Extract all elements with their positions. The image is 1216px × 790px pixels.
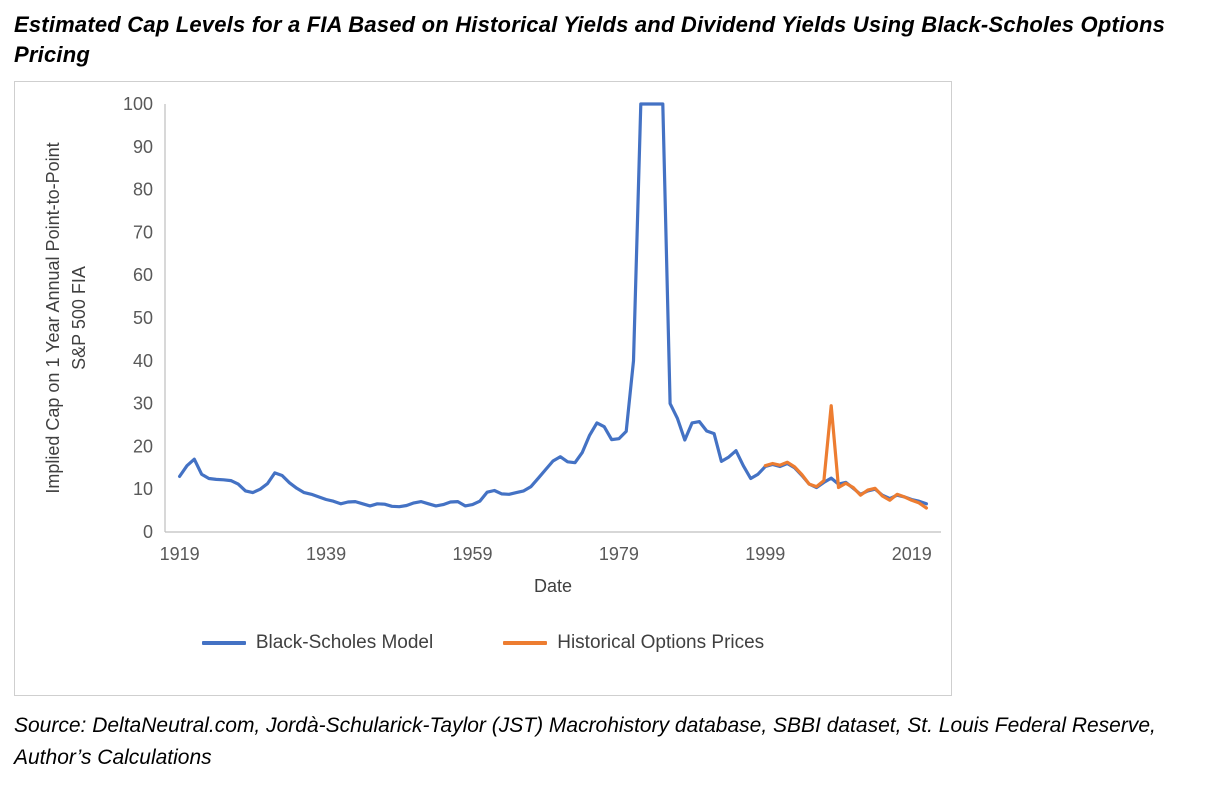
svg-text:70: 70 — [133, 223, 153, 243]
svg-text:10: 10 — [133, 480, 153, 500]
svg-text:80: 80 — [133, 180, 153, 200]
source-note: Source: DeltaNeutral.com, Jordà-Schulari… — [14, 714, 1156, 769]
svg-text:1959: 1959 — [452, 544, 492, 564]
legend-swatch-historical-options — [503, 641, 548, 646]
svg-text:1919: 1919 — [160, 544, 200, 564]
svg-text:2019: 2019 — [892, 544, 932, 564]
legend-item-historical-options: Historical Options Prices — [503, 632, 764, 654]
svg-text:60: 60 — [133, 266, 153, 286]
chart-canvas: 0 10 20 30 40 50 60 70 80 90 100 1919 1939 1959 1979 19… — [43, 94, 941, 596]
chart-legend: Black-Scholes Model Historical Options P… — [15, 632, 951, 654]
svg-text:1999: 1999 — [745, 544, 785, 564]
svg-text:20: 20 — [133, 437, 153, 457]
svg-text:1979: 1979 — [599, 544, 639, 564]
svg-text:0: 0 — [143, 522, 153, 542]
legend-label-historical-options: Historical Options Prices — [557, 632, 765, 654]
svg-text:Implied Cap on 1 Year Annual P: Implied Cap on 1 Year Annual Point-to-Po… — [43, 143, 63, 494]
svg-text:100: 100 — [123, 94, 153, 114]
svg-text:40: 40 — [133, 351, 153, 371]
svg-text:S&P 500 FIA: S&P 500 FIA — [69, 267, 89, 371]
svg-text:Date: Date — [534, 576, 572, 596]
legend-item-black-scholes: Black-Scholes Model — [201, 632, 434, 654]
chart-title: Estimated Cap Levels for a FIA Based on … — [14, 12, 1166, 67]
legend-label-black-scholes: Black-Scholes Model — [255, 632, 434, 654]
page: Estimated Cap Levels for a FIA Based on … — [14, 12, 1166, 769]
chart-frame: 0 10 20 30 40 50 60 70 80 90 100 1919 1939 1959 1979 19… — [14, 81, 952, 697]
svg-text:90: 90 — [133, 137, 153, 157]
svg-text:50: 50 — [133, 308, 153, 328]
legend-swatch-black-scholes — [201, 641, 246, 646]
svg-text:1939: 1939 — [306, 544, 346, 564]
svg-text:30: 30 — [133, 394, 153, 414]
